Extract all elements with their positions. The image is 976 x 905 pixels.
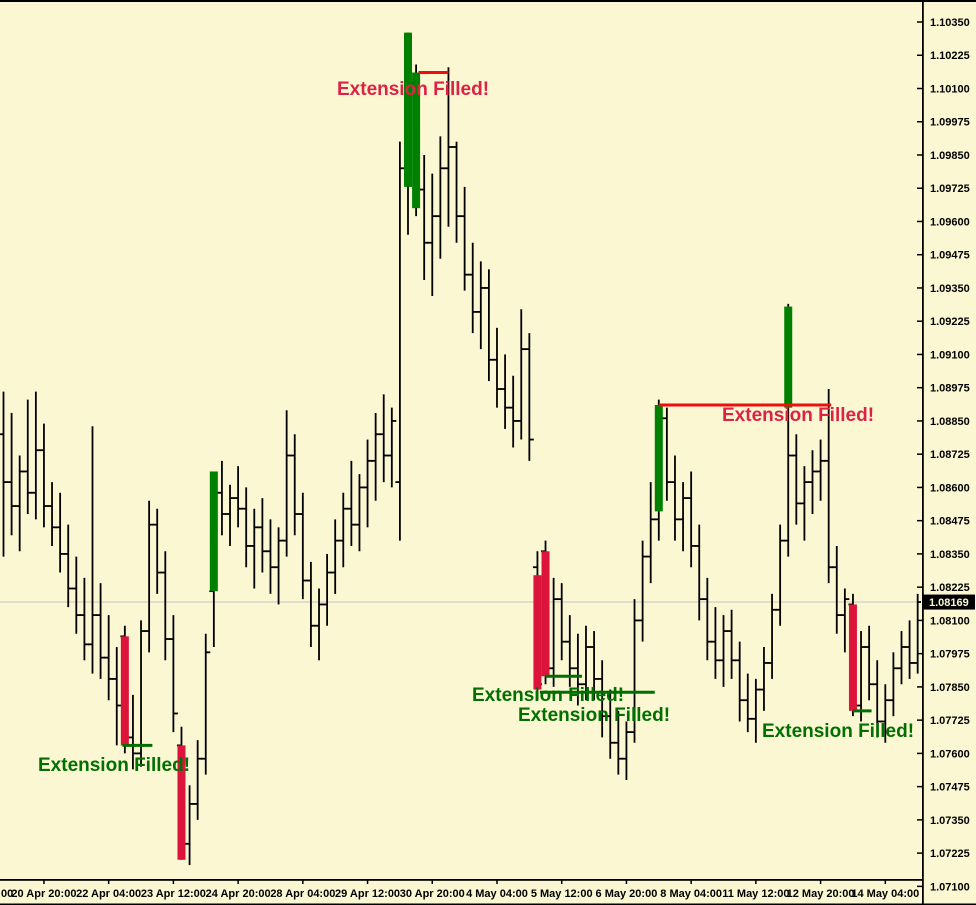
extension-filled-label: Extension Filled!: [722, 405, 874, 426]
time-axis-label: 24 Apr 20:00: [206, 888, 271, 900]
price-axis-label: 1.10100: [930, 83, 970, 95]
price-axis-label: 1.09475: [930, 250, 970, 262]
price-axis-label: 1.08350: [930, 549, 970, 561]
price-axis-label: 1.08475: [930, 516, 970, 528]
time-axis-label: 22 Apr 04:00: [76, 888, 141, 900]
price-axis-label: 1.07850: [930, 682, 970, 694]
price-axis-label: 1.07225: [930, 848, 970, 860]
bear-extension-bar: [848, 604, 857, 711]
price-axis-label: 1.08225: [930, 582, 970, 594]
price-bar: [913, 593, 921, 674]
price-axis-label: 1.10225: [930, 50, 970, 62]
price-axis-label: 1.09975: [930, 117, 970, 129]
bull-extension-bar: [654, 404, 663, 512]
price-axis-label: 1.10350: [930, 17, 970, 29]
window-top-border: [0, 0, 976, 2]
time-axis-label: 4 May 04:00: [466, 888, 528, 900]
price-axis: 1.10350 1.10225 1.10100 1.09975 1.09850 1.097…: [917, 0, 975, 905]
bear-extension-bar: [541, 551, 550, 677]
time-axis-label: 14 May 04:00: [851, 888, 919, 900]
price-axis-label: 1.09100: [930, 349, 970, 361]
price-bar: [168, 615, 178, 733]
price-axis-label: 1.07725: [930, 715, 970, 727]
extension-filled-label: Extension Filled!: [762, 721, 914, 742]
price-axis-line: [922, 0, 924, 905]
time-axis-label: 28 Apr 04:00: [270, 888, 335, 900]
price-axis-label: 1.07350: [930, 815, 970, 827]
price-axis-label: 1.09600: [930, 216, 970, 228]
price-axis-label: 1.09850: [930, 150, 970, 162]
price-axis-label: 1.07475: [930, 782, 970, 794]
time-axis-label: 11 May 12:00: [722, 888, 789, 900]
price-axis-label: 1.08600: [930, 482, 970, 494]
price-axis-label: 1.09725: [930, 183, 970, 195]
bear-extension-bar: [120, 636, 129, 746]
bear-extension-bar: [533, 575, 542, 690]
price-axis-label: 1.08725: [930, 449, 970, 461]
price-bar: [840, 588, 850, 653]
window-bottom-border: [0, 903, 976, 905]
price-axis-label: 1.08975: [930, 383, 970, 395]
bear-extension-bar: [177, 745, 186, 860]
price-axis-label: 1.08100: [930, 615, 970, 627]
extension-filled-label: Extension Filled!: [518, 705, 670, 726]
time-axis-label: 12 May 20:00: [787, 888, 855, 900]
price-bar: [524, 333, 534, 461]
time-axis-line: [0, 879, 922, 881]
extension-filled-label: Extension Filled!: [337, 79, 489, 100]
price-bar: [201, 633, 211, 775]
extension-filled-label: Extension Filled!: [38, 755, 190, 776]
price-axis-label: 1.07975: [930, 649, 970, 661]
bull-extension-bar: [404, 32, 412, 187]
price-bar: [112, 647, 122, 746]
time-axis-label: 6 May 20:00: [596, 888, 658, 900]
price-axis-label: 1.09350: [930, 283, 970, 295]
time-axis-label: 8 May 04:00: [660, 888, 722, 900]
price-axis-label: 1.07600: [930, 748, 970, 760]
price-axis-label: 1.07100: [930, 881, 970, 893]
current-price-tag: 1.08169: [923, 594, 975, 610]
time-axis-label: 20 Apr 20:00: [11, 888, 76, 900]
time-axis-label: 00: [1, 888, 13, 900]
time-axis-label: 30 Apr 20:00: [400, 888, 465, 900]
bull-extension-bar: [412, 72, 421, 209]
current-price-value: 1.08169: [929, 597, 969, 609]
bull-extension-bar: [209, 471, 218, 592]
time-axis-label: 23 Apr 12:00: [141, 888, 206, 900]
extension-filled-label: Extension Filled!: [472, 685, 624, 706]
time-axis-label: 29 Apr 12:00: [335, 888, 400, 900]
price-bars: [0, 32, 921, 866]
current-price-tag-box: [923, 594, 975, 610]
time-axis-label: 5 May 12:00: [531, 888, 593, 900]
plot-area: Extension Filled!Extension Filled!Extens…: [0, 32, 921, 866]
bull-extension-bar: [784, 306, 793, 408]
price-axis-label: 1.09225: [930, 316, 970, 328]
price-axis-label: 1.08850: [930, 416, 970, 428]
price-bar: [387, 407, 397, 488]
